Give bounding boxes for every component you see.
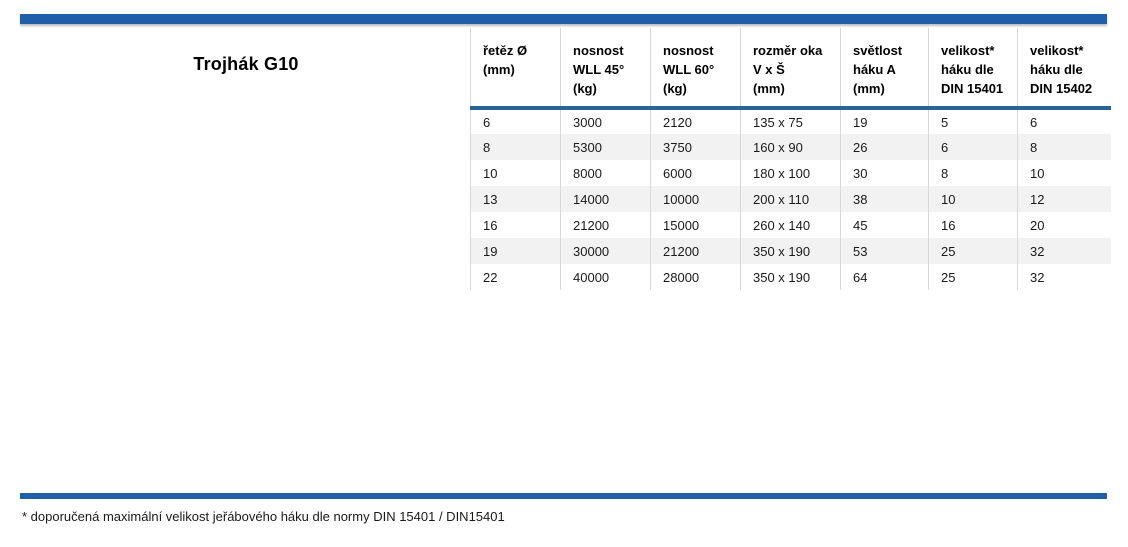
table-row: 8 5300 3750 160 x 90 26 6 8 (470, 134, 1111, 160)
table-cell: 14000 (560, 186, 651, 212)
table-row: 13 14000 10000 200 x 110 38 10 12 (470, 186, 1111, 212)
table-cell: 3750 (650, 134, 741, 160)
table-cell: 25 (928, 238, 1018, 264)
table-cell: 30 (840, 160, 929, 186)
column-header: řetěz Ø (mm) (470, 28, 561, 110)
table-cell: 13 (470, 186, 561, 212)
table-cell: 10000 (650, 186, 741, 212)
column-header: rozměr oka V x Š (mm) (740, 28, 841, 110)
table-cell: 64 (840, 264, 929, 290)
top-accent-bar (20, 14, 1107, 24)
table-row: 22 40000 28000 350 x 190 64 25 32 (470, 264, 1111, 290)
column-header: nosnost WLL 45° (kg) (560, 28, 651, 110)
table-cell: 2120 (650, 108, 741, 134)
table-cell: 5300 (560, 134, 651, 160)
table-cell: 53 (840, 238, 929, 264)
footnote: * doporučená maximální velikost jeřábové… (22, 509, 505, 524)
table-cell: 16 (470, 212, 561, 238)
table-cell: 3000 (560, 108, 651, 134)
table-cell: 16 (928, 212, 1018, 238)
bottom-accent-bar (20, 493, 1107, 499)
table-body: 6 3000 2120 135 x 75 19 5 6 8 5300 3750 160 x 90 26… (470, 108, 1111, 290)
column-header: světlost háku A (mm) (840, 28, 929, 110)
table-cell: 20 (1017, 212, 1111, 238)
table-cell: 8 (470, 134, 561, 160)
table-cell: 5 (928, 108, 1018, 134)
table-cell: 160 x 90 (740, 134, 841, 160)
table-cell: 8 (1017, 134, 1111, 160)
table-cell: 30000 (560, 238, 651, 264)
table-cell: 26 (840, 134, 929, 160)
table-cell: 40000 (560, 264, 651, 290)
table-cell: 6000 (650, 160, 741, 186)
table-header-row: řetěz Ø (mm) nosnost WLL 45° (kg) nosnost … (470, 28, 1111, 110)
table-cell: 38 (840, 186, 929, 212)
table-row: 6 3000 2120 135 x 75 19 5 6 (470, 108, 1111, 134)
table-cell: 8 (928, 160, 1018, 186)
table-cell: 6 (1017, 108, 1111, 134)
table-cell: 200 x 110 (740, 186, 841, 212)
table-row: 10 8000 6000 180 x 100 30 8 10 (470, 160, 1111, 186)
product-title: Trojhák G10 (193, 54, 299, 74)
table-cell: 19 (840, 108, 929, 134)
spec-table: řetěz Ø (mm) nosnost WLL 45° (kg) nosnost … (470, 28, 1111, 290)
table-cell: 350 x 190 (740, 238, 841, 264)
column-header: velikost* háku dle DIN 15402 (1017, 28, 1111, 110)
table-cell: 21200 (560, 212, 651, 238)
table-cell: 32 (1017, 238, 1111, 264)
table-cell: 6 (470, 108, 561, 134)
table-cell: 10 (470, 160, 561, 186)
table-cell: 45 (840, 212, 929, 238)
column-header: velikost* háku dle DIN 15401 (928, 28, 1018, 110)
table-cell: 10 (1017, 160, 1111, 186)
table-cell: 8000 (560, 160, 651, 186)
table-cell: 32 (1017, 264, 1111, 290)
table-cell: 21200 (650, 238, 741, 264)
table-cell: 135 x 75 (740, 108, 841, 134)
table-cell: 6 (928, 134, 1018, 160)
table-cell: 28000 (650, 264, 741, 290)
table-cell: 180 x 100 (740, 160, 841, 186)
table-cell: 260 x 140 (740, 212, 841, 238)
table-cell: 12 (1017, 186, 1111, 212)
table-cell: 15000 (650, 212, 741, 238)
table-cell: 350 x 190 (740, 264, 841, 290)
table-cell: 10 (928, 186, 1018, 212)
column-header: nosnost WLL 60° (kg) (650, 28, 741, 110)
table-row: 16 21200 15000 260 x 140 45 16 20 (470, 212, 1111, 238)
table-cell: 25 (928, 264, 1018, 290)
table-cell: 19 (470, 238, 561, 264)
table-row: 19 30000 21200 350 x 190 53 25 32 (470, 238, 1111, 264)
table-cell: 22 (470, 264, 561, 290)
